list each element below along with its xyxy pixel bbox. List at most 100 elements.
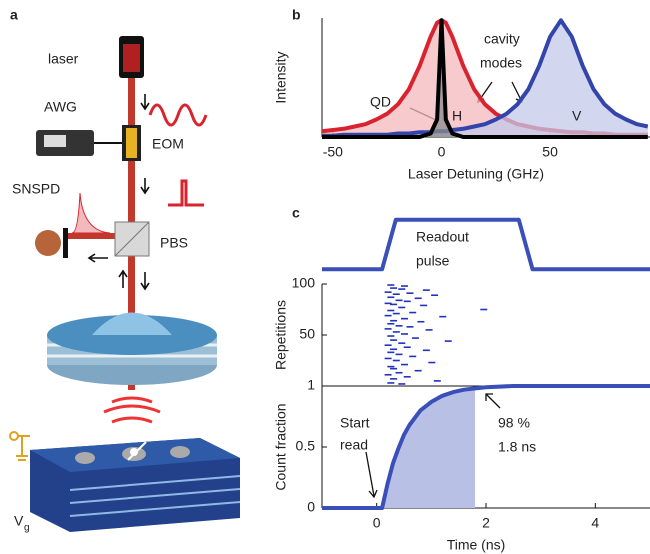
- event-mark: [417, 320, 425, 323]
- y-tick-label: 100: [292, 275, 316, 291]
- event-mark: [390, 348, 398, 351]
- event-mark: [392, 312, 400, 315]
- line: [322, 217, 650, 272]
- annotation: Start: [340, 415, 370, 431]
- line: [322, 384, 650, 510]
- event-mark: [428, 361, 436, 364]
- annotation: cavity: [484, 31, 520, 47]
- event-mark: [444, 340, 452, 342]
- event-mark: [387, 309, 395, 312]
- y-tick-label: 0: [307, 499, 315, 515]
- arrow: [140, 178, 150, 195]
- event-mark: [384, 344, 392, 346]
- event-mark: [401, 317, 408, 320]
- label: laser: [48, 51, 79, 67]
- event-mark: [403, 300, 411, 303]
- event-mark: [387, 296, 395, 299]
- event-mark: [392, 331, 400, 333]
- detection-pulse: [71, 192, 111, 234]
- event-mark: [403, 376, 411, 378]
- event-mark: [387, 284, 395, 286]
- gate-contact: [9, 431, 19, 441]
- x-tick-label: 0: [438, 144, 446, 160]
- event-mark: [422, 289, 430, 291]
- y-axis-label: Intensity: [273, 51, 289, 103]
- snspd-detector: [35, 230, 61, 256]
- line: [322, 18, 648, 139]
- annotation: Readout: [416, 229, 469, 245]
- event-mark: [395, 325, 403, 327]
- x-tick-label: 4: [591, 515, 599, 531]
- label: V: [14, 513, 24, 529]
- event-mark: [390, 367, 398, 370]
- spin: [130, 448, 138, 456]
- event-mark: [395, 299, 403, 302]
- event-mark: [409, 311, 417, 314]
- annotation: read: [340, 437, 368, 453]
- event-mark: [395, 353, 403, 356]
- label: EOM: [152, 136, 184, 152]
- event-mark: [414, 369, 422, 372]
- quantum-dot-bump: [170, 446, 190, 458]
- x-tick-label: 2: [482, 515, 490, 531]
- y-axis-label: Repetitions: [273, 300, 289, 370]
- quantum-dot-bump: [75, 452, 95, 464]
- event-mark: [387, 335, 395, 337]
- micro-lens: [92, 312, 172, 335]
- area: [322, 20, 648, 137]
- annotation-arrow: [365, 451, 378, 499]
- laser-window: [123, 44, 140, 72]
- event-mark: [390, 378, 398, 380]
- event-mark: [401, 363, 408, 366]
- event-mark: [395, 371, 403, 374]
- annotation: 98 %: [498, 415, 530, 431]
- event-mark: [387, 382, 395, 384]
- emission-waves: [103, 396, 161, 424]
- series-label: QD: [370, 94, 391, 110]
- reflected-beam: [64, 233, 119, 239]
- x-tick-label: -50: [323, 144, 343, 160]
- event-mark: [398, 342, 406, 344]
- sample-layers: [69, 475, 241, 517]
- event-mark: [398, 288, 406, 290]
- y-tick-label: 50: [299, 326, 315, 342]
- label: g: [24, 523, 30, 534]
- area: [322, 20, 648, 137]
- awg-screen: [44, 135, 66, 147]
- y-tick-label: 0.5: [296, 438, 316, 454]
- event-mark: [425, 329, 433, 331]
- event-mark: [392, 293, 400, 295]
- x-tick-label: 50: [542, 144, 558, 160]
- x-axis-label: Laser Detuning (GHz): [408, 166, 544, 182]
- ground-symbol: [16, 435, 30, 461]
- event-mark: [384, 302, 392, 305]
- annotation: pulse: [416, 253, 450, 269]
- event-mark: [414, 297, 422, 300]
- annotation: 1.8 ns: [498, 439, 536, 455]
- event-mark: [384, 314, 392, 317]
- event-mark: [390, 303, 398, 306]
- label: PBS: [160, 235, 188, 251]
- y-tick-label: 1: [307, 377, 315, 393]
- event-mark: [390, 339, 398, 341]
- x-tick-label: 0: [373, 515, 381, 531]
- event-mark: [411, 337, 419, 339]
- line: [322, 18, 649, 138]
- event-mark: [401, 285, 408, 287]
- event-mark: [384, 357, 392, 360]
- event-mark: [422, 349, 430, 352]
- event-mark: [431, 294, 439, 297]
- event-mark: [420, 304, 428, 307]
- annotation-arrow: [485, 393, 501, 409]
- event-mark: [387, 322, 395, 325]
- arrow: [140, 272, 150, 291]
- event-mark: [439, 315, 447, 318]
- x-axis-label: Time (ns): [447, 537, 506, 553]
- snspd-mount: [63, 228, 68, 258]
- panel-label: b: [292, 7, 301, 23]
- event-mark: [398, 306, 406, 309]
- eom-crystal: [126, 128, 137, 158]
- event-mark: [480, 308, 488, 311]
- event-mark: [390, 287, 398, 289]
- series-label: H: [452, 108, 462, 124]
